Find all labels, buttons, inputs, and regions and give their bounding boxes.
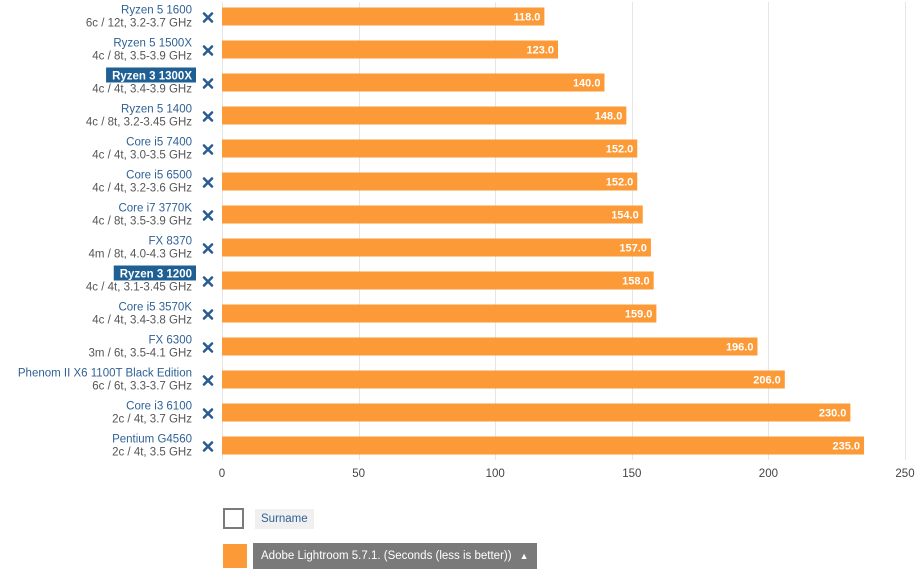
cpu-spec-label: 6c / 6t, 3.3-3.7 GHz	[92, 381, 192, 393]
cpu-name-label[interactable]: Ryzen 5 1400	[121, 104, 192, 116]
remove-x-icon[interactable]	[202, 309, 214, 320]
cpu-spec-label: 4c / 8t, 3.5-3.9 GHz	[92, 216, 192, 228]
cpu-name-label[interactable]: FX 6300	[149, 335, 192, 347]
legend-swatch-orange[interactable]	[223, 544, 247, 568]
bar-value-label: 148.0	[595, 111, 623, 123]
cpu-spec-label: 4c / 4t, 3.1-3.45 GHz	[86, 282, 192, 294]
cpu-name-label[interactable]: Phenom II X6 1100T Black Edition	[18, 368, 192, 380]
bar-value-label: 118.0	[513, 12, 540, 24]
bar-value-label: 152.0	[606, 177, 634, 189]
cpu-name-label[interactable]: Ryzen 5 1600	[121, 5, 192, 17]
x-tick-label: 50	[352, 468, 365, 480]
cpu-name-label[interactable]: Pentium G4560	[112, 434, 192, 446]
bar	[222, 205, 643, 224]
cpu-name-label: Ryzen 3 1300X	[112, 71, 192, 83]
cpu-name-label[interactable]: FX 8370	[149, 236, 192, 248]
x-tick-label: 100	[486, 468, 505, 480]
x-tick-label: 0	[219, 468, 225, 480]
cpu-spec-label: 4c / 4t, 3.2-3.6 GHz	[92, 183, 192, 195]
remove-x-icon[interactable]	[202, 111, 214, 122]
legend-label-text: Adobe Lightroom 5.7.1. (Seconds (less is…	[261, 550, 512, 562]
cpu-highlight-bg	[106, 67, 196, 83]
cpu-spec-label: 4m / 8t, 4.0-4.3 GHz	[88, 249, 192, 261]
bar-value-label: 206.0	[753, 375, 781, 387]
cpu-name-label[interactable]: Core i5 7400	[126, 137, 192, 149]
bar	[222, 304, 657, 323]
bar-value-label: 196.0	[726, 342, 754, 354]
x-tick-label: 150	[622, 468, 641, 480]
remove-x-icon[interactable]	[202, 441, 214, 452]
bar	[222, 238, 651, 257]
cpu-spec-label: 3m / 6t, 3.5-4.1 GHz	[88, 348, 192, 360]
remove-x-icon[interactable]	[202, 243, 214, 254]
remove-x-icon[interactable]	[202, 342, 214, 353]
remove-x-icon[interactable]	[202, 210, 214, 221]
remove-x-icon[interactable]	[202, 78, 214, 89]
cpu-spec-label: 2c / 4t, 3.5 GHz	[112, 447, 192, 459]
bar	[222, 172, 638, 191]
cpu-spec-label: 6c / 12t, 3.2-3.7 GHz	[86, 18, 192, 30]
bar	[222, 7, 545, 26]
cpu-spec-label: 4c / 4t, 3.0-3.5 GHz	[92, 150, 192, 162]
bar-value-label: 230.0	[819, 408, 847, 420]
bar-value-label: 140.0	[573, 78, 601, 90]
bar	[222, 337, 758, 356]
cpu-spec-label: 4c / 8t, 3.5-3.9 GHz	[92, 51, 192, 63]
remove-x-icon[interactable]	[202, 45, 214, 56]
bar	[222, 106, 627, 125]
cpu-name-label[interactable]: Ryzen 5 1500X	[113, 38, 192, 50]
bar	[222, 271, 654, 290]
cpu-name-label[interactable]: Core i3 6100	[126, 401, 192, 413]
remove-x-icon[interactable]	[202, 408, 214, 419]
remove-x-icon[interactable]	[202, 375, 214, 386]
remove-x-icon[interactable]	[202, 12, 214, 23]
legend-item-lightroom[interactable]: Adobe Lightroom 5.7.1. (Seconds (less is…	[223, 543, 537, 569]
cpu-highlight-bg	[113, 265, 196, 281]
bar-value-label: 152.0	[606, 144, 634, 156]
remove-x-icon[interactable]	[202, 276, 214, 287]
legend-item-surname[interactable]: Surname	[223, 508, 314, 529]
legend-swatch-empty[interactable]	[223, 508, 244, 529]
bar-value-label: 159.0	[625, 309, 653, 321]
cpu-name-label[interactable]: Core i5 6500	[126, 170, 192, 182]
cpu-name-label: Ryzen 3 1200	[120, 269, 192, 281]
bar-value-label: 235.0	[832, 441, 860, 453]
bar	[222, 139, 638, 158]
bar-value-label: 157.0	[619, 243, 647, 255]
cpu-spec-label: 4c / 8t, 3.2-3.45 GHz	[86, 117, 192, 129]
x-tick-label: 250	[895, 468, 914, 480]
cpu-spec-label: 2c / 4t, 3.7 GHz	[112, 414, 192, 426]
bar-value-label: 158.0	[622, 276, 650, 288]
remove-x-icon[interactable]	[202, 177, 214, 188]
x-tick-label: 200	[759, 468, 778, 480]
legend-label-lightroom[interactable]: Adobe Lightroom 5.7.1. (Seconds (less is…	[253, 543, 537, 569]
cpu-spec-label: 4c / 4t, 3.4-3.9 GHz	[92, 84, 192, 96]
cpu-name-label[interactable]: Core i7 3770K	[118, 203, 192, 215]
bar	[222, 403, 851, 422]
bar	[222, 370, 785, 389]
bar-value-label: 123.0	[527, 45, 555, 57]
remove-x-icon[interactable]	[202, 144, 214, 155]
legend-label-surname[interactable]: Surname	[255, 508, 314, 529]
bar-value-label: 154.0	[611, 210, 639, 222]
cpu-name-label[interactable]: Core i5 3570K	[118, 302, 192, 314]
cpu-spec-label: 4c / 4t, 3.4-3.8 GHz	[92, 315, 192, 327]
sort-caret-icon[interactable]: ▲	[519, 551, 529, 561]
bar	[222, 73, 605, 92]
bar	[222, 40, 559, 59]
bar	[222, 436, 865, 455]
